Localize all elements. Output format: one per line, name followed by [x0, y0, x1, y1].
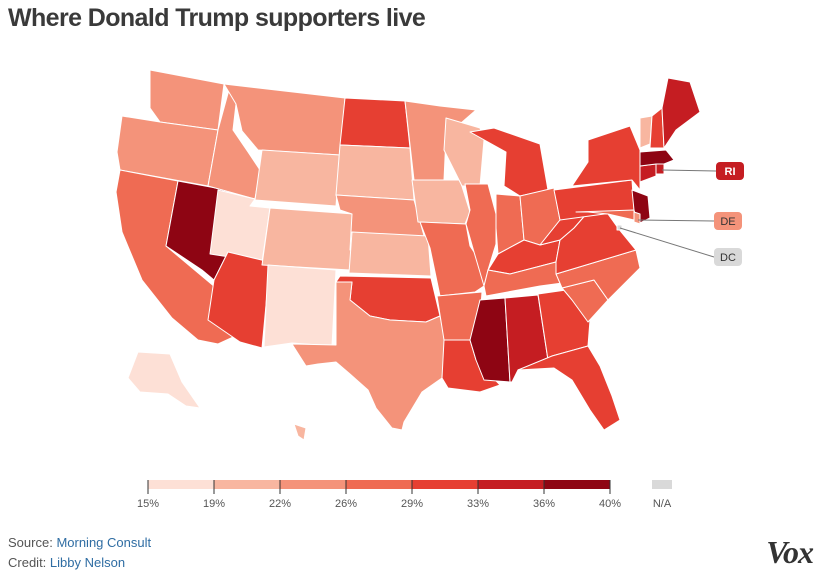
- vox-logo: Vox: [766, 534, 814, 570]
- state-wi: [443, 117, 485, 187]
- callout-box-de: [714, 212, 742, 230]
- credit-line: Credit: Libby Nelson: [8, 555, 125, 570]
- state-mi: [469, 127, 549, 197]
- state-ia: [411, 179, 471, 225]
- state-shapes: [115, 69, 701, 441]
- state-ri: [655, 163, 665, 175]
- legend-swatch-2: [280, 480, 346, 489]
- legend-tick-label-4: 29%: [401, 498, 423, 510]
- state-dc: [616, 224, 623, 231]
- source-label: Source:: [8, 535, 53, 550]
- callout-line-de: [637, 219, 715, 222]
- legend-tick-label-3: 26%: [335, 498, 357, 510]
- state-ct: [639, 163, 657, 183]
- credit-link[interactable]: Libby Nelson: [49, 555, 126, 570]
- source-link[interactable]: Morning Consult: [56, 535, 152, 550]
- legend-na-swatch: [652, 480, 672, 489]
- legend-tick-label-0: 15%: [137, 498, 159, 510]
- legend-swatch-0: [148, 480, 214, 489]
- state-fl: [517, 345, 621, 431]
- source-line: Source: Morning Consult: [8, 535, 151, 550]
- state-nd: [339, 97, 411, 149]
- callout-line-ri: [661, 169, 717, 172]
- legend-tick-label-6: 36%: [533, 498, 555, 510]
- legend-tick-label-2: 22%: [269, 498, 291, 510]
- legend-tick-label-7: 40%: [599, 498, 621, 510]
- state-me: [661, 77, 701, 149]
- page-title: Where Donald Trump supporters live: [8, 4, 426, 32]
- state-wa: [149, 69, 225, 131]
- legend-tick-label-5: 33%: [467, 498, 489, 510]
- state-tx: [291, 281, 447, 431]
- state-ny: [571, 125, 641, 191]
- state-wy: [254, 149, 341, 207]
- legend-swatch-3: [346, 480, 412, 489]
- state-de: [633, 211, 641, 225]
- legend-swatch-4: [412, 480, 478, 489]
- us-choropleth-map: RI DE DC 15% 19% 22% 26% 29% 33% 36% 40% N/A: [115, 69, 744, 510]
- state-callouts: RI DE DC: [619, 162, 744, 266]
- callout-label-dc: DC: [720, 252, 736, 264]
- legend-na-label: N/A: [653, 498, 672, 510]
- legend-tick-label-1: 19%: [203, 498, 225, 510]
- legend-swatch-1: [214, 480, 280, 489]
- state-nm: [263, 264, 337, 348]
- map-legend: 15% 19% 22% 26% 29% 33% 36% 40% N/A: [137, 480, 672, 510]
- state-hi: [293, 423, 307, 441]
- state-ma: [639, 149, 675, 167]
- callout-line-dc: [619, 227, 715, 258]
- callout-box-dc: [714, 248, 742, 266]
- callout-label-de: DE: [720, 216, 735, 228]
- state-ak: [127, 351, 201, 409]
- callout-box-ri: [716, 162, 744, 180]
- state-sd: [335, 144, 415, 201]
- state-md: [575, 209, 635, 221]
- credit-label: Credit:: [8, 555, 47, 570]
- legend-swatch-5: [478, 480, 544, 489]
- state-co: [261, 207, 355, 271]
- state-ks: [348, 231, 432, 277]
- legend-swatch-6: [544, 480, 610, 489]
- callout-label-ri: RI: [725, 166, 736, 178]
